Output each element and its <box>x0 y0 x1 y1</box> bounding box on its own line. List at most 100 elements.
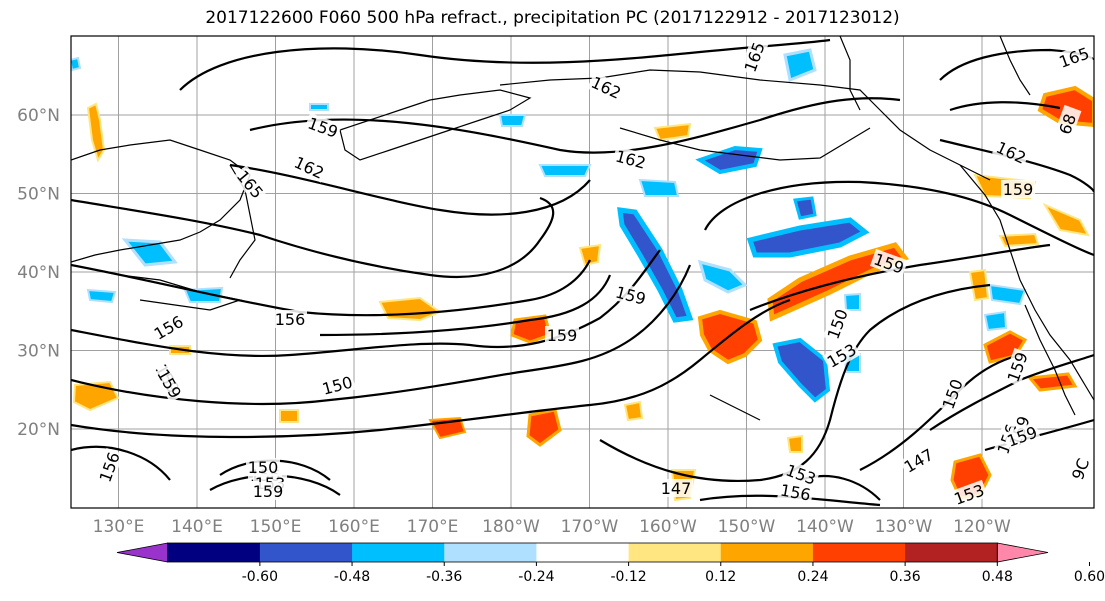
contour-label-background <box>273 310 307 328</box>
map-frame <box>70 35 1095 509</box>
contour-label-background <box>949 479 989 509</box>
colorbar-segment <box>259 543 353 562</box>
negative-precip-area <box>617 207 694 323</box>
negative-precip-area <box>772 337 831 403</box>
positive-precip-area <box>578 243 602 267</box>
colorbar-tick-label: 0.36 <box>890 569 921 585</box>
colorbar <box>116 542 1049 563</box>
colorbar-segment <box>167 543 261 562</box>
graticule <box>71 36 1094 508</box>
contour-label-background <box>318 372 356 399</box>
contour-label-background <box>1001 180 1035 198</box>
positive-precip-area <box>968 268 990 302</box>
colorbar-segment <box>905 543 998 562</box>
contour-label: 159 <box>1003 180 1034 199</box>
colorbar-segment <box>720 543 814 562</box>
contour-label-background <box>869 248 909 278</box>
contour-label-background <box>1052 104 1082 144</box>
contour-label-background <box>246 458 280 476</box>
negative-precip-area <box>746 217 870 258</box>
contour-label-background <box>899 444 938 477</box>
map-title: 2017122600 F060 500 hPa refract., precip… <box>205 8 900 28</box>
contour-label: 159 <box>253 482 284 501</box>
negative-precip-area <box>783 48 817 83</box>
contour-label: 147 <box>661 479 692 498</box>
longitude-label: 150°W <box>718 517 776 537</box>
negative-precip-area <box>309 103 329 111</box>
latitude-label: 50°N <box>17 185 60 205</box>
negative-precip-area <box>793 196 817 220</box>
colorbar-tick-label: 0.24 <box>797 569 828 585</box>
positive-precip-area <box>86 102 106 163</box>
contour-label-background <box>94 447 124 487</box>
colorbar-tick-label: -0.60 <box>242 569 278 585</box>
longitude-label: 140°W <box>796 517 854 537</box>
longitude-label: 170°W <box>561 517 619 537</box>
contour-label-group: 159 <box>251 482 285 501</box>
colorbar-tick-label: 0.48 <box>982 569 1013 585</box>
contour-label-background <box>232 165 269 203</box>
longitude-label: 160°W <box>639 517 697 537</box>
longitude-label: 160°E <box>328 517 380 537</box>
contour-label-background <box>149 311 188 344</box>
latitude-label: 30°N <box>17 342 60 362</box>
colorbar-extension-low <box>116 542 169 563</box>
contour-label-background <box>659 479 693 497</box>
latitude-label: 20°N <box>17 420 60 440</box>
longitude-labels: 130°E 140°E 150°E 160°E 170°E 180°W 170°W 160°W… <box>93 517 1011 537</box>
longitude-label: 180°W <box>482 517 540 537</box>
contour-label-background <box>777 480 814 504</box>
colorbar-tick-label: 0.12 <box>705 569 736 585</box>
contour-label-background <box>739 37 769 77</box>
colorbar-tick-label: -0.12 <box>610 569 646 585</box>
negative-precip-area <box>638 178 680 197</box>
contour-label: 150 <box>248 458 279 477</box>
contour-label-background <box>612 146 650 173</box>
positive-precip-area <box>786 434 803 453</box>
contour-label-background <box>822 304 852 344</box>
negative-precip-area <box>983 310 1008 332</box>
contour-label-background <box>1002 421 1042 451</box>
positive-precip-area <box>1042 202 1090 237</box>
contour-label-group: 156 <box>273 310 307 329</box>
colorbar-tick-label: -0.36 <box>426 569 462 585</box>
positive-precip-area <box>653 122 692 142</box>
contour-label-background <box>290 151 329 183</box>
latitude-label: 40°N <box>17 263 60 283</box>
contour-label-background <box>612 282 650 309</box>
longitude-label: 170°E <box>407 517 459 537</box>
positive-precip-area <box>510 314 552 344</box>
positive-precip-area <box>526 408 562 447</box>
contour-label-group: 159 <box>1001 180 1035 199</box>
latitude-label: 60°N <box>17 106 60 126</box>
colorbar-segment <box>536 543 630 562</box>
positive-precip-area <box>998 232 1040 248</box>
negative-precip-area <box>538 164 592 177</box>
contour-label-background <box>1054 42 1094 72</box>
longitude-label: 120°W <box>953 517 1011 537</box>
positive-precip-area <box>623 400 644 422</box>
contour-label-group: 159 <box>545 326 579 345</box>
positive-precip-area <box>1027 372 1078 392</box>
colorbar-segment <box>628 543 722 562</box>
negative-precip-area <box>843 292 861 311</box>
colorbar-tick-label: -0.48 <box>334 569 370 585</box>
contour-label: 156 <box>275 310 306 329</box>
colorbar-segment <box>812 543 906 562</box>
longitude-label: 130°W <box>875 517 933 537</box>
positive-precip-area <box>279 409 299 423</box>
contour-label-background <box>1002 347 1032 387</box>
contour-label-background <box>1065 449 1095 489</box>
negative-precip-area <box>498 114 527 127</box>
colorbar-extension-high <box>996 542 1049 563</box>
negative-precip-area <box>121 238 178 267</box>
negative-precip-area <box>86 288 117 304</box>
contour-label-background <box>587 71 626 103</box>
contour-label-background <box>822 339 861 372</box>
contour-label-background <box>937 374 967 414</box>
contour-label: 159 <box>547 326 578 345</box>
contour-label-background <box>992 136 1031 168</box>
contour-label-background <box>251 482 285 500</box>
colorbar-tick-labels: -0.60 -0.48 -0.36 -0.24 -0.12 0.12 0.24 0.36 0.4… <box>242 562 1105 585</box>
